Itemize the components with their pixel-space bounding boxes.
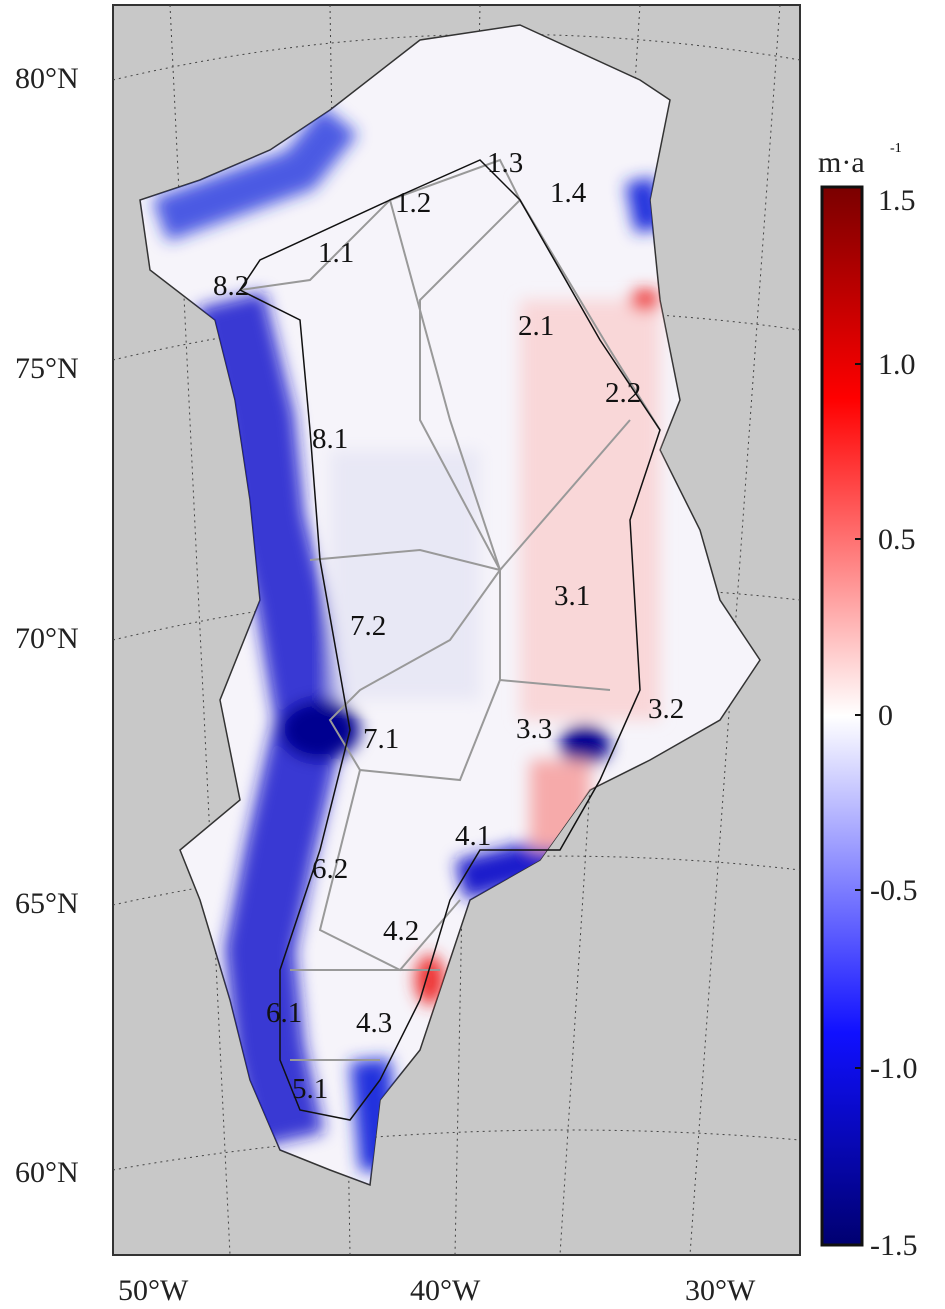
greenland-ice-sheet [139, 24, 761, 1186]
basin-outline [238, 159, 661, 1121]
region-label: 8.1 [312, 423, 348, 455]
colorbar-tick: -0.5 [870, 874, 918, 907]
region-label: 8.2 [213, 270, 249, 302]
region-label: 4.1 [455, 820, 491, 852]
region-label: 2.2 [605, 377, 641, 409]
colorbar-tick: -1.5 [870, 1229, 918, 1262]
lon-label: 50°W [118, 1274, 189, 1307]
colorbar-tick: 0 [878, 699, 893, 732]
lat-label: 65°N [15, 887, 79, 920]
region-label: 3.3 [516, 713, 552, 745]
region-label: 3.1 [554, 580, 590, 612]
longitude-labels: 50°W 40°W 30°W [118, 1274, 756, 1307]
region-label: 5.1 [292, 1073, 328, 1105]
lat-label: 80°N [15, 62, 79, 95]
drainage-boundaries [239, 158, 661, 1061]
region-label: 4.3 [356, 1007, 392, 1039]
lat-label: 75°N [15, 352, 79, 385]
colorbar-tick: 0.5 [878, 523, 916, 556]
colorbar-unit: m·a [818, 146, 865, 179]
colorbar: m·a -1 1.5 1.0 0.5 0 -0.5 -1.0 -1.5 [818, 141, 918, 1262]
region-label: 6.2 [312, 853, 348, 885]
region-label: 1.3 [487, 147, 523, 179]
lon-label: 40°W [410, 1274, 481, 1307]
region-label: 1.1 [318, 237, 354, 269]
colorbar-tick: 1.0 [878, 348, 916, 381]
region-label: 6.1 [266, 997, 302, 1029]
region-label: 4.2 [383, 915, 419, 947]
colorbar-tick: -1.0 [870, 1052, 918, 1085]
lon-label: 30°W [685, 1274, 756, 1307]
region-label: 1.2 [395, 187, 431, 219]
colorbar-unit-exponent: -1 [890, 141, 902, 156]
region-label: 7.2 [350, 610, 386, 642]
region-label: 3.2 [648, 693, 684, 725]
colorbar-tick: 1.5 [878, 184, 916, 217]
region-label: 2.1 [518, 310, 554, 342]
latitude-labels: 80°N 75°N 70°N 65°N 60°N [15, 62, 79, 1189]
lat-label: 60°N [15, 1156, 79, 1189]
region-label: 7.1 [363, 723, 399, 755]
region-label: 1.4 [550, 177, 587, 209]
region-labels: 1.1 1.2 1.3 1.4 2.1 2.2 3.1 3.2 3.3 4.1 … [213, 147, 684, 1105]
lat-label: 70°N [15, 622, 79, 655]
